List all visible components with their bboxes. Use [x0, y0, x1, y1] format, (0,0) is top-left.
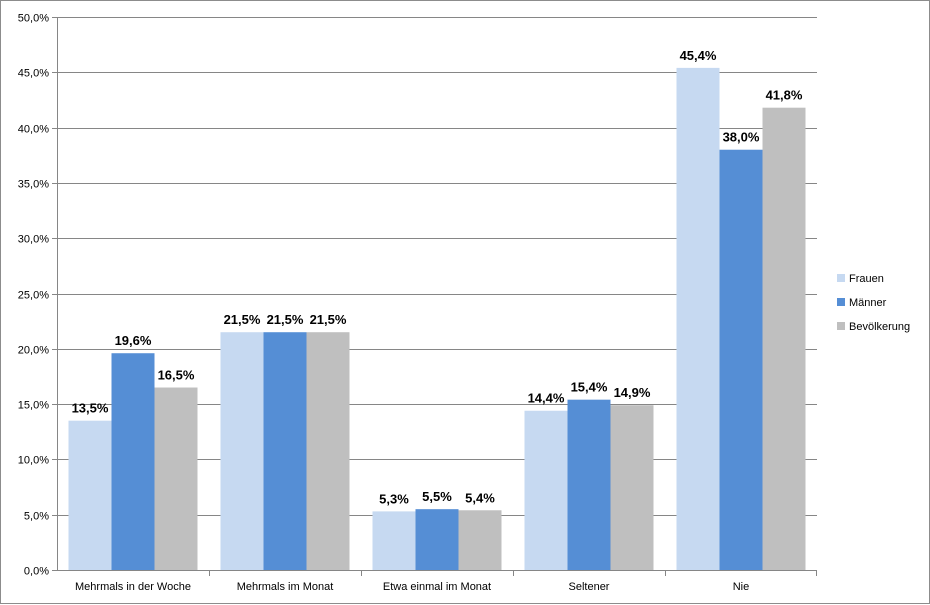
bar-männer: [719, 149, 763, 570]
bar-bevölkerung: [762, 107, 806, 570]
y-tick-label: 0,0%: [24, 566, 49, 578]
bar-frauen: [676, 67, 720, 570]
x-tick-label: Mehrmals im Monat: [237, 581, 334, 593]
y-tick-label: 45,0%: [18, 68, 49, 80]
bar-frauen: [68, 420, 112, 570]
data-label: 19,6%: [115, 333, 152, 348]
y-tick-label: 25,0%: [18, 290, 49, 302]
data-label: 41,8%: [766, 88, 803, 103]
y-tick-label: 10,0%: [18, 455, 49, 467]
bar-bevölkerung: [458, 510, 502, 570]
bar-männer: [111, 353, 155, 570]
y-tick-label: 30,0%: [18, 234, 49, 246]
data-label: 5,3%: [379, 491, 409, 506]
bar-frauen: [220, 332, 264, 570]
y-tick-label: 35,0%: [18, 179, 49, 191]
y-tick-label: 5,0%: [24, 511, 49, 523]
y-tick-label: 20,0%: [18, 345, 49, 357]
legend-swatch-frauen: [837, 274, 845, 282]
bar-frauen: [524, 410, 568, 570]
data-label: 21,5%: [310, 312, 347, 327]
data-label: 16,5%: [158, 368, 195, 383]
data-label: 14,4%: [528, 391, 565, 406]
data-label: 38,0%: [723, 130, 760, 145]
y-tick-label: 15,0%: [18, 400, 49, 412]
bar-männer: [567, 399, 611, 570]
y-tick-label: 40,0%: [18, 124, 49, 136]
x-tick-label: Nie: [733, 581, 750, 593]
legend-label: Männer: [849, 297, 887, 309]
bar-bevölkerung: [154, 387, 198, 570]
data-label: 14,9%: [614, 385, 651, 400]
bar-frauen: [372, 511, 416, 570]
x-tick-label: Seltener: [569, 581, 610, 593]
legend-label: Bevölkerung: [849, 321, 910, 333]
bar-bevölkerung: [610, 405, 654, 570]
data-label: 5,4%: [465, 490, 495, 505]
data-label: 5,5%: [422, 489, 452, 504]
legend-label: Frauen: [849, 273, 884, 285]
data-label: 21,5%: [224, 312, 261, 327]
data-label: 21,5%: [267, 312, 304, 327]
legend-swatch-männer: [837, 298, 845, 306]
data-label: 13,5%: [72, 401, 109, 416]
y-tick-label: 50,0%: [18, 13, 49, 25]
legend-swatch-bevölkerung: [837, 322, 845, 330]
x-tick-label: Mehrmals in der Woche: [75, 581, 191, 593]
data-label: 45,4%: [680, 48, 717, 63]
data-label: 15,4%: [571, 380, 608, 395]
bar-männer: [415, 509, 459, 570]
bar-bevölkerung: [306, 332, 350, 570]
x-tick-label: Etwa einmal im Monat: [383, 581, 491, 593]
bar-männer: [263, 332, 307, 570]
